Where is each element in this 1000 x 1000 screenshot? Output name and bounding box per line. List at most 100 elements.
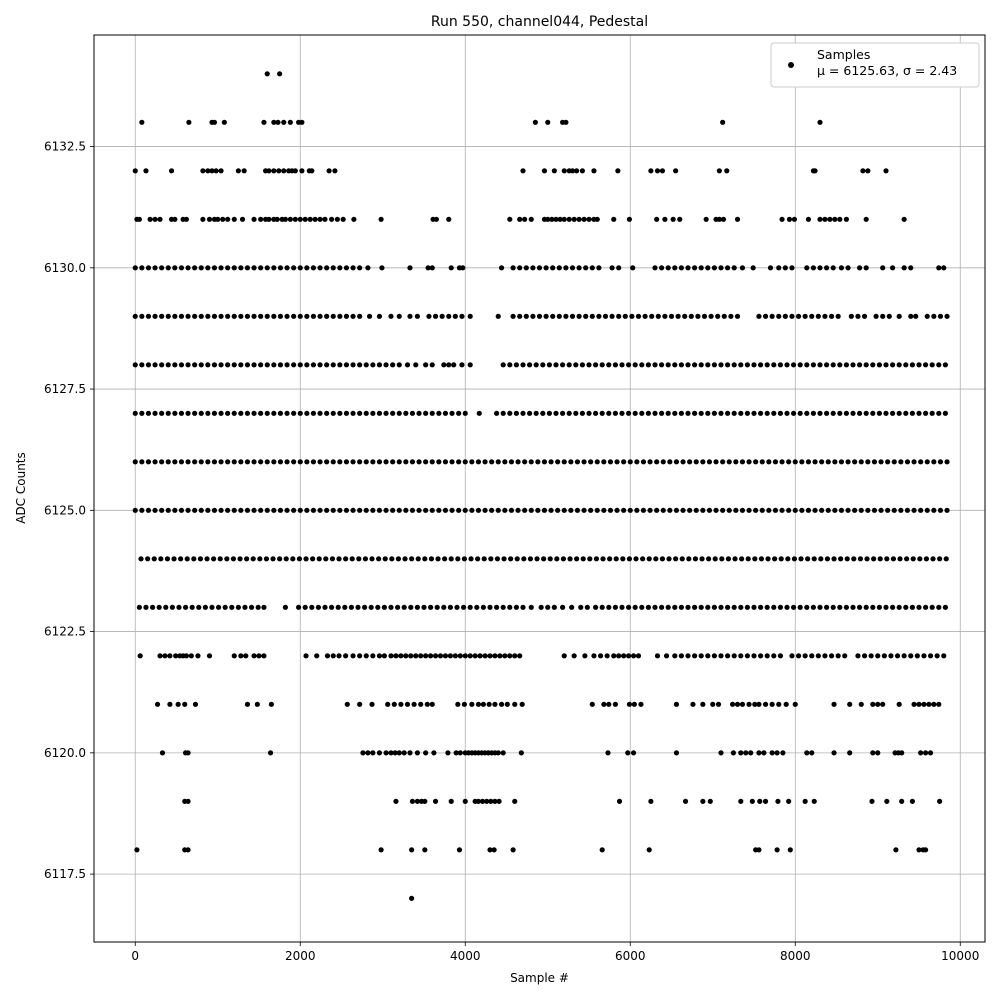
sample-point (748, 750, 754, 756)
sample-point (452, 653, 458, 659)
sample-point (350, 410, 356, 416)
sample-point (457, 653, 463, 659)
sample-point (307, 216, 313, 222)
sample-point (725, 604, 731, 610)
sample-point (908, 653, 914, 659)
x-tick-label: 0 (131, 949, 139, 963)
sample-point (561, 216, 567, 222)
sample-point (931, 459, 937, 465)
sample-point (728, 313, 734, 319)
sample-point (924, 459, 930, 465)
sample-point (151, 556, 157, 562)
sample-point (218, 265, 224, 271)
sample-point (495, 507, 501, 513)
sample-point (941, 653, 947, 659)
sample-point (584, 604, 590, 610)
sample-point (244, 410, 251, 416)
sample-point (710, 701, 716, 707)
sample-point (580, 556, 586, 562)
sample-point (678, 362, 685, 368)
sample-point (715, 313, 721, 319)
sample-point (692, 410, 698, 416)
sample-point (891, 507, 897, 513)
sample-point (165, 313, 171, 319)
sample-point (817, 119, 823, 125)
sample-point (448, 265, 454, 271)
sample-point (786, 459, 792, 465)
sample-point (168, 168, 175, 174)
sample-point (679, 556, 685, 562)
y-tick-label: 6120.0 (44, 746, 86, 760)
sample-point (462, 798, 468, 804)
sample-point (898, 459, 904, 465)
sample-point (738, 604, 744, 610)
sample-point (314, 653, 320, 659)
sample-point (423, 750, 429, 756)
sample-point (172, 313, 178, 319)
sample-point (324, 265, 330, 271)
sample-point (646, 847, 652, 853)
sample-point (484, 798, 490, 804)
sample-point (648, 798, 654, 804)
sample-point (282, 604, 288, 610)
sample-point (686, 556, 692, 562)
sample-point (350, 362, 356, 368)
sample-point (337, 459, 343, 465)
sample-point (884, 798, 890, 804)
sample-point (211, 265, 218, 271)
sample-point (363, 653, 369, 659)
sample-point (445, 750, 451, 756)
sample-point (734, 313, 741, 319)
sample-point (185, 459, 191, 465)
sample-point (668, 313, 675, 319)
sample-point (426, 313, 432, 319)
sample-point (513, 604, 520, 610)
sample-point (809, 750, 815, 756)
sample-point (605, 750, 611, 756)
sample-point (574, 507, 581, 513)
sample-point (251, 410, 257, 416)
sample-point (164, 556, 171, 562)
sample-point (926, 701, 932, 707)
y-tick-label: 6122.5 (44, 625, 86, 639)
sample-point (442, 459, 449, 465)
sample-point (431, 750, 437, 756)
sample-point (469, 701, 475, 707)
sample-point (185, 313, 191, 319)
sample-point (673, 459, 680, 465)
sample-point (600, 556, 606, 562)
sample-point (678, 265, 685, 271)
sample-point (322, 604, 328, 610)
sample-point (769, 701, 775, 707)
sample-point (303, 653, 309, 659)
x-axis-title: Sample # (510, 971, 569, 985)
sample-point (184, 556, 190, 562)
sample-point (437, 653, 444, 659)
sample-point (718, 653, 724, 659)
sample-point (508, 459, 515, 465)
sample-point (182, 604, 189, 610)
sample-point (654, 653, 661, 659)
sample-point (746, 507, 752, 513)
sample-point (942, 362, 949, 368)
sample-point (751, 653, 757, 659)
sample-point (811, 798, 817, 804)
sample-point (302, 604, 308, 610)
sample-point (366, 313, 373, 319)
sample-point (442, 556, 448, 562)
sample-point (291, 507, 297, 513)
sample-point (244, 313, 251, 319)
sample-point (776, 265, 782, 271)
sample-point (700, 701, 706, 707)
sample-point (211, 507, 218, 513)
sample-point (611, 653, 617, 659)
sample-point (944, 507, 950, 513)
sample-point (910, 556, 916, 562)
sample-point (612, 701, 619, 707)
sample-point (198, 362, 204, 368)
sample-point (220, 216, 226, 222)
sample-point (237, 556, 243, 562)
sample-point (560, 556, 567, 562)
sample-point (720, 459, 726, 465)
sample-point (507, 604, 513, 610)
